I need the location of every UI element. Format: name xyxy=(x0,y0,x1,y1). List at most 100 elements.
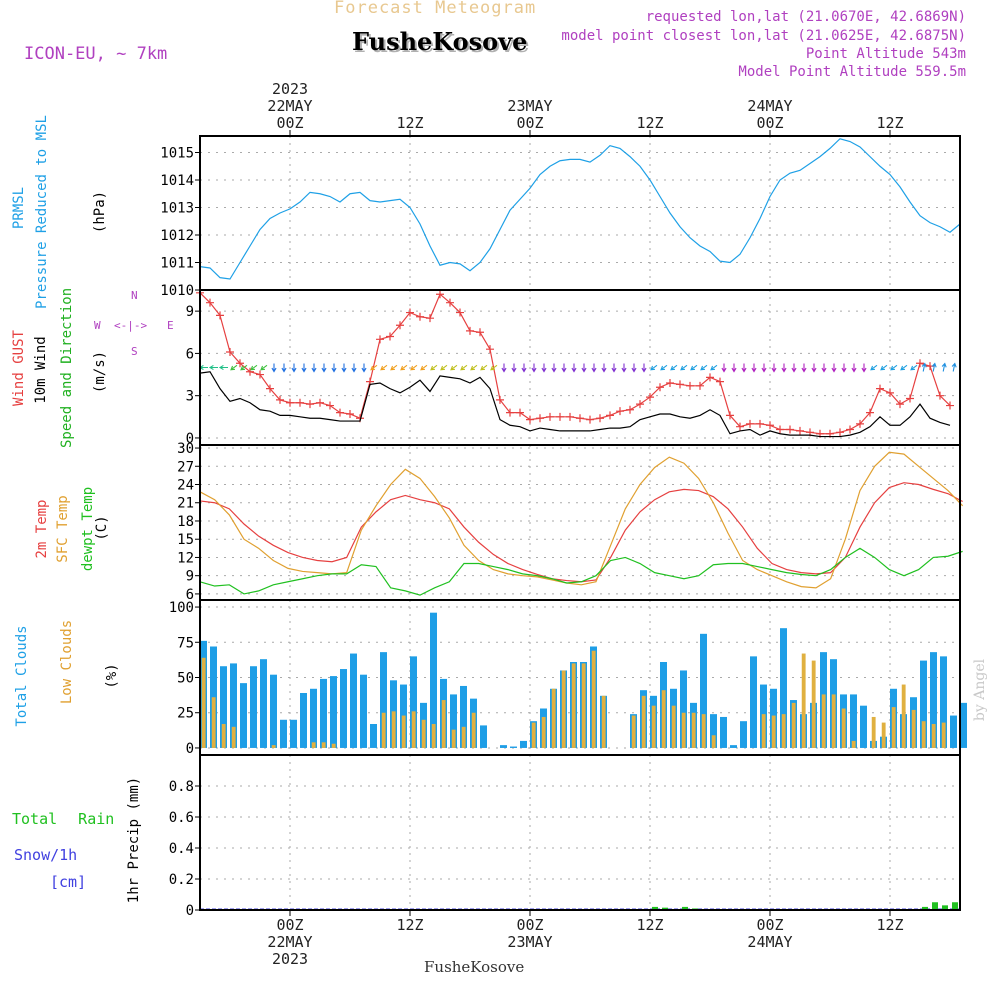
wind-gust-marker xyxy=(836,428,844,437)
wind-gust-marker xyxy=(386,332,394,341)
low-cloud-bar xyxy=(941,722,946,748)
wind-arrow xyxy=(761,363,767,373)
low-cloud-bar xyxy=(231,726,236,748)
panel-precip: 0 0.2 0.4 0.6 0.8 xyxy=(169,754,961,919)
x-tick-label: 00Z xyxy=(516,916,543,934)
total-cloud-bar xyxy=(480,725,487,748)
wind-gust-marker xyxy=(466,326,474,335)
wind-gust-marker xyxy=(666,379,674,387)
wind-gust-marker xyxy=(796,426,804,435)
model-point-altitude: Model Point Altitude 559.5m xyxy=(738,64,966,80)
low-cloud-bar xyxy=(761,714,766,748)
wind-gust-marker xyxy=(566,412,574,421)
wind-arrow xyxy=(521,363,527,373)
wind-gust-marker xyxy=(706,373,714,382)
total-cloud-bar xyxy=(240,683,247,748)
wind-arrow xyxy=(851,363,857,373)
wind-gust-marker xyxy=(436,290,444,299)
wind-gust-marker xyxy=(266,384,274,393)
x-tick-label: 12Z xyxy=(396,114,423,132)
wind-gust-marker xyxy=(546,412,554,421)
low-cloud-bar xyxy=(851,740,856,748)
wind-arrow xyxy=(771,363,777,373)
wind-arrow xyxy=(921,362,927,372)
low-cloud-bar xyxy=(531,722,536,748)
low-cloud-bar xyxy=(931,724,936,748)
wind-gust-marker xyxy=(206,298,214,307)
wind-arrow xyxy=(250,364,258,371)
temp-ytick-label: 30 xyxy=(177,441,194,457)
total-cloud-bar xyxy=(950,715,957,748)
pressure-ytick-label: 1011 xyxy=(160,256,194,272)
wind-arrow xyxy=(240,364,248,371)
low-cloud-bar xyxy=(691,712,696,748)
wind-arrow xyxy=(601,363,607,373)
precip-ytick-label: 0.4 xyxy=(169,841,194,857)
wind-gust-marker xyxy=(846,425,854,434)
wind-arrow xyxy=(531,363,537,373)
footer-location: FusheKosove xyxy=(424,958,525,976)
total-cloud-bar xyxy=(500,745,507,748)
x-tick-label: 2023 xyxy=(272,950,308,968)
x-tick-label: 12Z xyxy=(636,916,663,934)
low-cloud-bar xyxy=(891,707,896,748)
temp-ytick-label: 15 xyxy=(177,532,194,548)
rain-bar xyxy=(942,905,948,910)
low-cloud-bar xyxy=(561,670,566,748)
low-cloud-bar xyxy=(331,743,336,748)
low-cloud-bar xyxy=(581,663,586,748)
compass-west: W xyxy=(94,319,101,332)
wind-gust-marker xyxy=(426,314,434,323)
wind-gust-marker xyxy=(226,348,234,356)
wind-arrow xyxy=(400,364,408,371)
low-cloud-bar xyxy=(641,695,646,748)
wind-arrow xyxy=(430,364,438,371)
wind-arrow xyxy=(380,364,388,371)
low-cloud-bar xyxy=(271,745,276,748)
wind-arrow xyxy=(650,364,658,371)
panel-wind: 0 3 6 9 xyxy=(186,288,961,447)
low-cloud-bar xyxy=(811,660,816,748)
wind-arrow xyxy=(490,364,498,371)
total-cloud-bar xyxy=(380,652,387,748)
wind-gust-marker xyxy=(576,414,584,423)
low-cloud-bar xyxy=(551,688,556,748)
panel-pressure: 1010 1011 1012 1013 1014 1015 xyxy=(160,135,961,299)
temp-ytick-label: 27 xyxy=(177,459,194,475)
wind-gust-marker xyxy=(776,425,784,434)
closest-point: model point closest lon,lat (21.0625E, 4… xyxy=(561,28,966,44)
wind-arrow xyxy=(951,362,957,372)
temp-ytick-label: 24 xyxy=(177,478,194,494)
wind-gust-marker xyxy=(336,408,344,417)
wind-arrow xyxy=(791,363,797,373)
wind-gust-marker xyxy=(526,415,534,424)
wind-gust-marker xyxy=(456,308,464,317)
snow-unit: [cm] xyxy=(50,873,87,891)
wind-arrow xyxy=(271,363,277,373)
pressure-series-pressure xyxy=(199,138,961,280)
x-tick-label: 00Z xyxy=(276,916,303,934)
wind-ytick-label: 3 xyxy=(186,389,194,405)
total-cloud-bar xyxy=(780,628,787,748)
wind-arrow xyxy=(260,364,268,371)
low-cloud-bar xyxy=(411,711,416,748)
wind-arrow xyxy=(931,362,937,372)
total-cloud-bar xyxy=(920,660,927,748)
wind-gust-marker xyxy=(496,395,504,404)
low-cloud-bar xyxy=(841,708,846,748)
wind-arrow xyxy=(501,363,507,373)
wind-arrow xyxy=(751,363,757,373)
total-cloud-bar xyxy=(940,656,947,748)
low-cloud-bar xyxy=(651,705,656,748)
precip-frame xyxy=(199,754,961,911)
x-tick-label: 24MAY xyxy=(747,97,792,115)
wind-gust-marker xyxy=(606,411,614,420)
wind-gust-marker xyxy=(506,408,514,417)
location-title: FusheKosove xyxy=(352,27,528,56)
total-cloud-bar xyxy=(520,740,527,748)
pressure-ytick-label: 1013 xyxy=(160,201,194,217)
x-tick-label: 00Z xyxy=(756,114,783,132)
compass-north: N xyxy=(131,289,138,302)
snow-label: Snow/1h xyxy=(14,846,78,864)
wind-ytick-label: 0 xyxy=(186,431,194,447)
